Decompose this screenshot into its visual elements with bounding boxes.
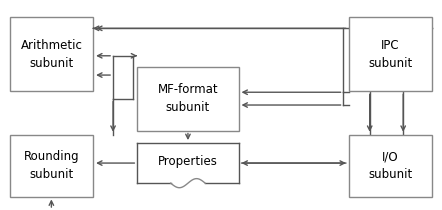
Text: Rounding
subunit: Rounding subunit (23, 150, 79, 181)
Text: I/O
subunit: I/O subunit (369, 150, 413, 181)
Text: IPC
subunit: IPC subunit (369, 39, 413, 70)
Text: MF-format
subunit: MF-format subunit (158, 83, 218, 114)
Bar (137, 67, 239, 131)
Bar (349, 135, 432, 197)
Text: Properties: Properties (158, 155, 218, 168)
Bar (10, 135, 93, 197)
Bar (349, 17, 432, 91)
Text: Arithmetic
subunit: Arithmetic subunit (20, 39, 82, 70)
Bar (10, 17, 93, 91)
